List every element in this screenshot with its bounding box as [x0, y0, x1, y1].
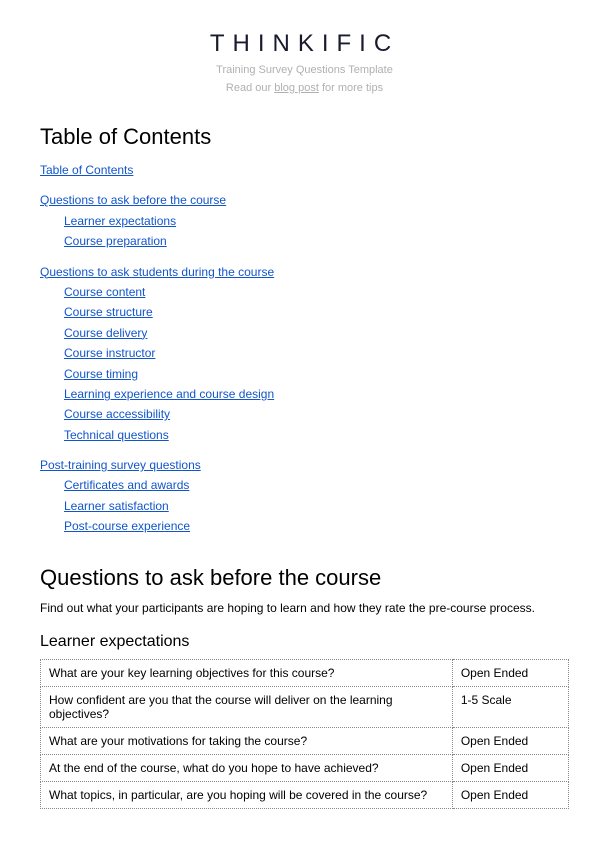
table-row: What are your motivations for taking the… — [41, 727, 569, 754]
section-before-course-intro: Find out what your participants are hopi… — [40, 601, 569, 615]
document-header: THINKIFIC Training Survey Questions Temp… — [40, 30, 569, 94]
toc-link[interactable]: Course structure — [64, 305, 153, 319]
toc-group: Table of Contents — [40, 160, 569, 180]
toc-link[interactable]: Learning experience and course design — [64, 387, 274, 401]
section-before-course-heading: Questions to ask before the course — [40, 565, 569, 591]
logo-text: THINKIFIC — [40, 30, 569, 58]
toc-group: Questions to ask before the course Learne… — [40, 190, 569, 251]
toc-group: Questions to ask students during the cou… — [40, 262, 569, 446]
toc-link[interactable]: Learner satisfaction — [64, 499, 169, 513]
toc-group: Post-training survey questions Certificat… — [40, 455, 569, 537]
question-cell: What are your key learning objectives fo… — [41, 659, 453, 686]
toc-link[interactable]: Questions to ask students during the cou… — [40, 265, 274, 279]
toc-link[interactable]: Course timing — [64, 367, 138, 381]
learner-expectations-table: What are your key learning objectives fo… — [40, 659, 569, 809]
toc-link[interactable]: Course instructor — [64, 346, 155, 360]
table-row: How confident are you that the course wi… — [41, 686, 569, 727]
learner-expectations-heading: Learner expectations — [40, 633, 569, 651]
question-cell: What topics, in particular, are you hopi… — [41, 781, 453, 808]
table-row: At the end of the course, what do you ho… — [41, 754, 569, 781]
question-cell: How confident are you that the course wi… — [41, 686, 453, 727]
toc-link[interactable]: Learner expectations — [64, 214, 176, 228]
table-row: What are your key learning objectives fo… — [41, 659, 569, 686]
toc-link[interactable]: Course content — [64, 285, 145, 299]
subtitle-suffix: for more tips — [319, 82, 383, 94]
blog-post-link[interactable]: blog post — [274, 82, 319, 94]
toc-link[interactable]: Table of Contents — [40, 163, 133, 177]
subtitle-read: Read our — [226, 82, 274, 94]
subtitle-line2: Read our blog post for more tips — [40, 82, 569, 94]
toc-link[interactable]: Course preparation — [64, 234, 167, 248]
table-row: What topics, in particular, are you hopi… — [41, 781, 569, 808]
toc-link[interactable]: Certificates and awards — [64, 478, 189, 492]
question-cell: What are your motivations for taking the… — [41, 727, 453, 754]
toc-link[interactable]: Questions to ask before the course — [40, 193, 226, 207]
question-cell: At the end of the course, what do you ho… — [41, 754, 453, 781]
toc-link[interactable]: Technical questions — [64, 428, 169, 442]
toc-link[interactable]: Post-course experience — [64, 519, 190, 533]
toc-heading: Table of Contents — [40, 124, 569, 150]
table-of-contents: Table of Contents Questions to ask before… — [40, 160, 569, 537]
type-cell: 1-5 Scale — [452, 686, 568, 727]
type-cell: Open Ended — [452, 659, 568, 686]
subtitle-line1: Training Survey Questions Template — [40, 64, 569, 76]
type-cell: Open Ended — [452, 727, 568, 754]
type-cell: Open Ended — [452, 781, 568, 808]
toc-link[interactable]: Post-training survey questions — [40, 458, 201, 472]
type-cell: Open Ended — [452, 754, 568, 781]
toc-link[interactable]: Course accessibility — [64, 407, 170, 421]
toc-link[interactable]: Course delivery — [64, 326, 147, 340]
